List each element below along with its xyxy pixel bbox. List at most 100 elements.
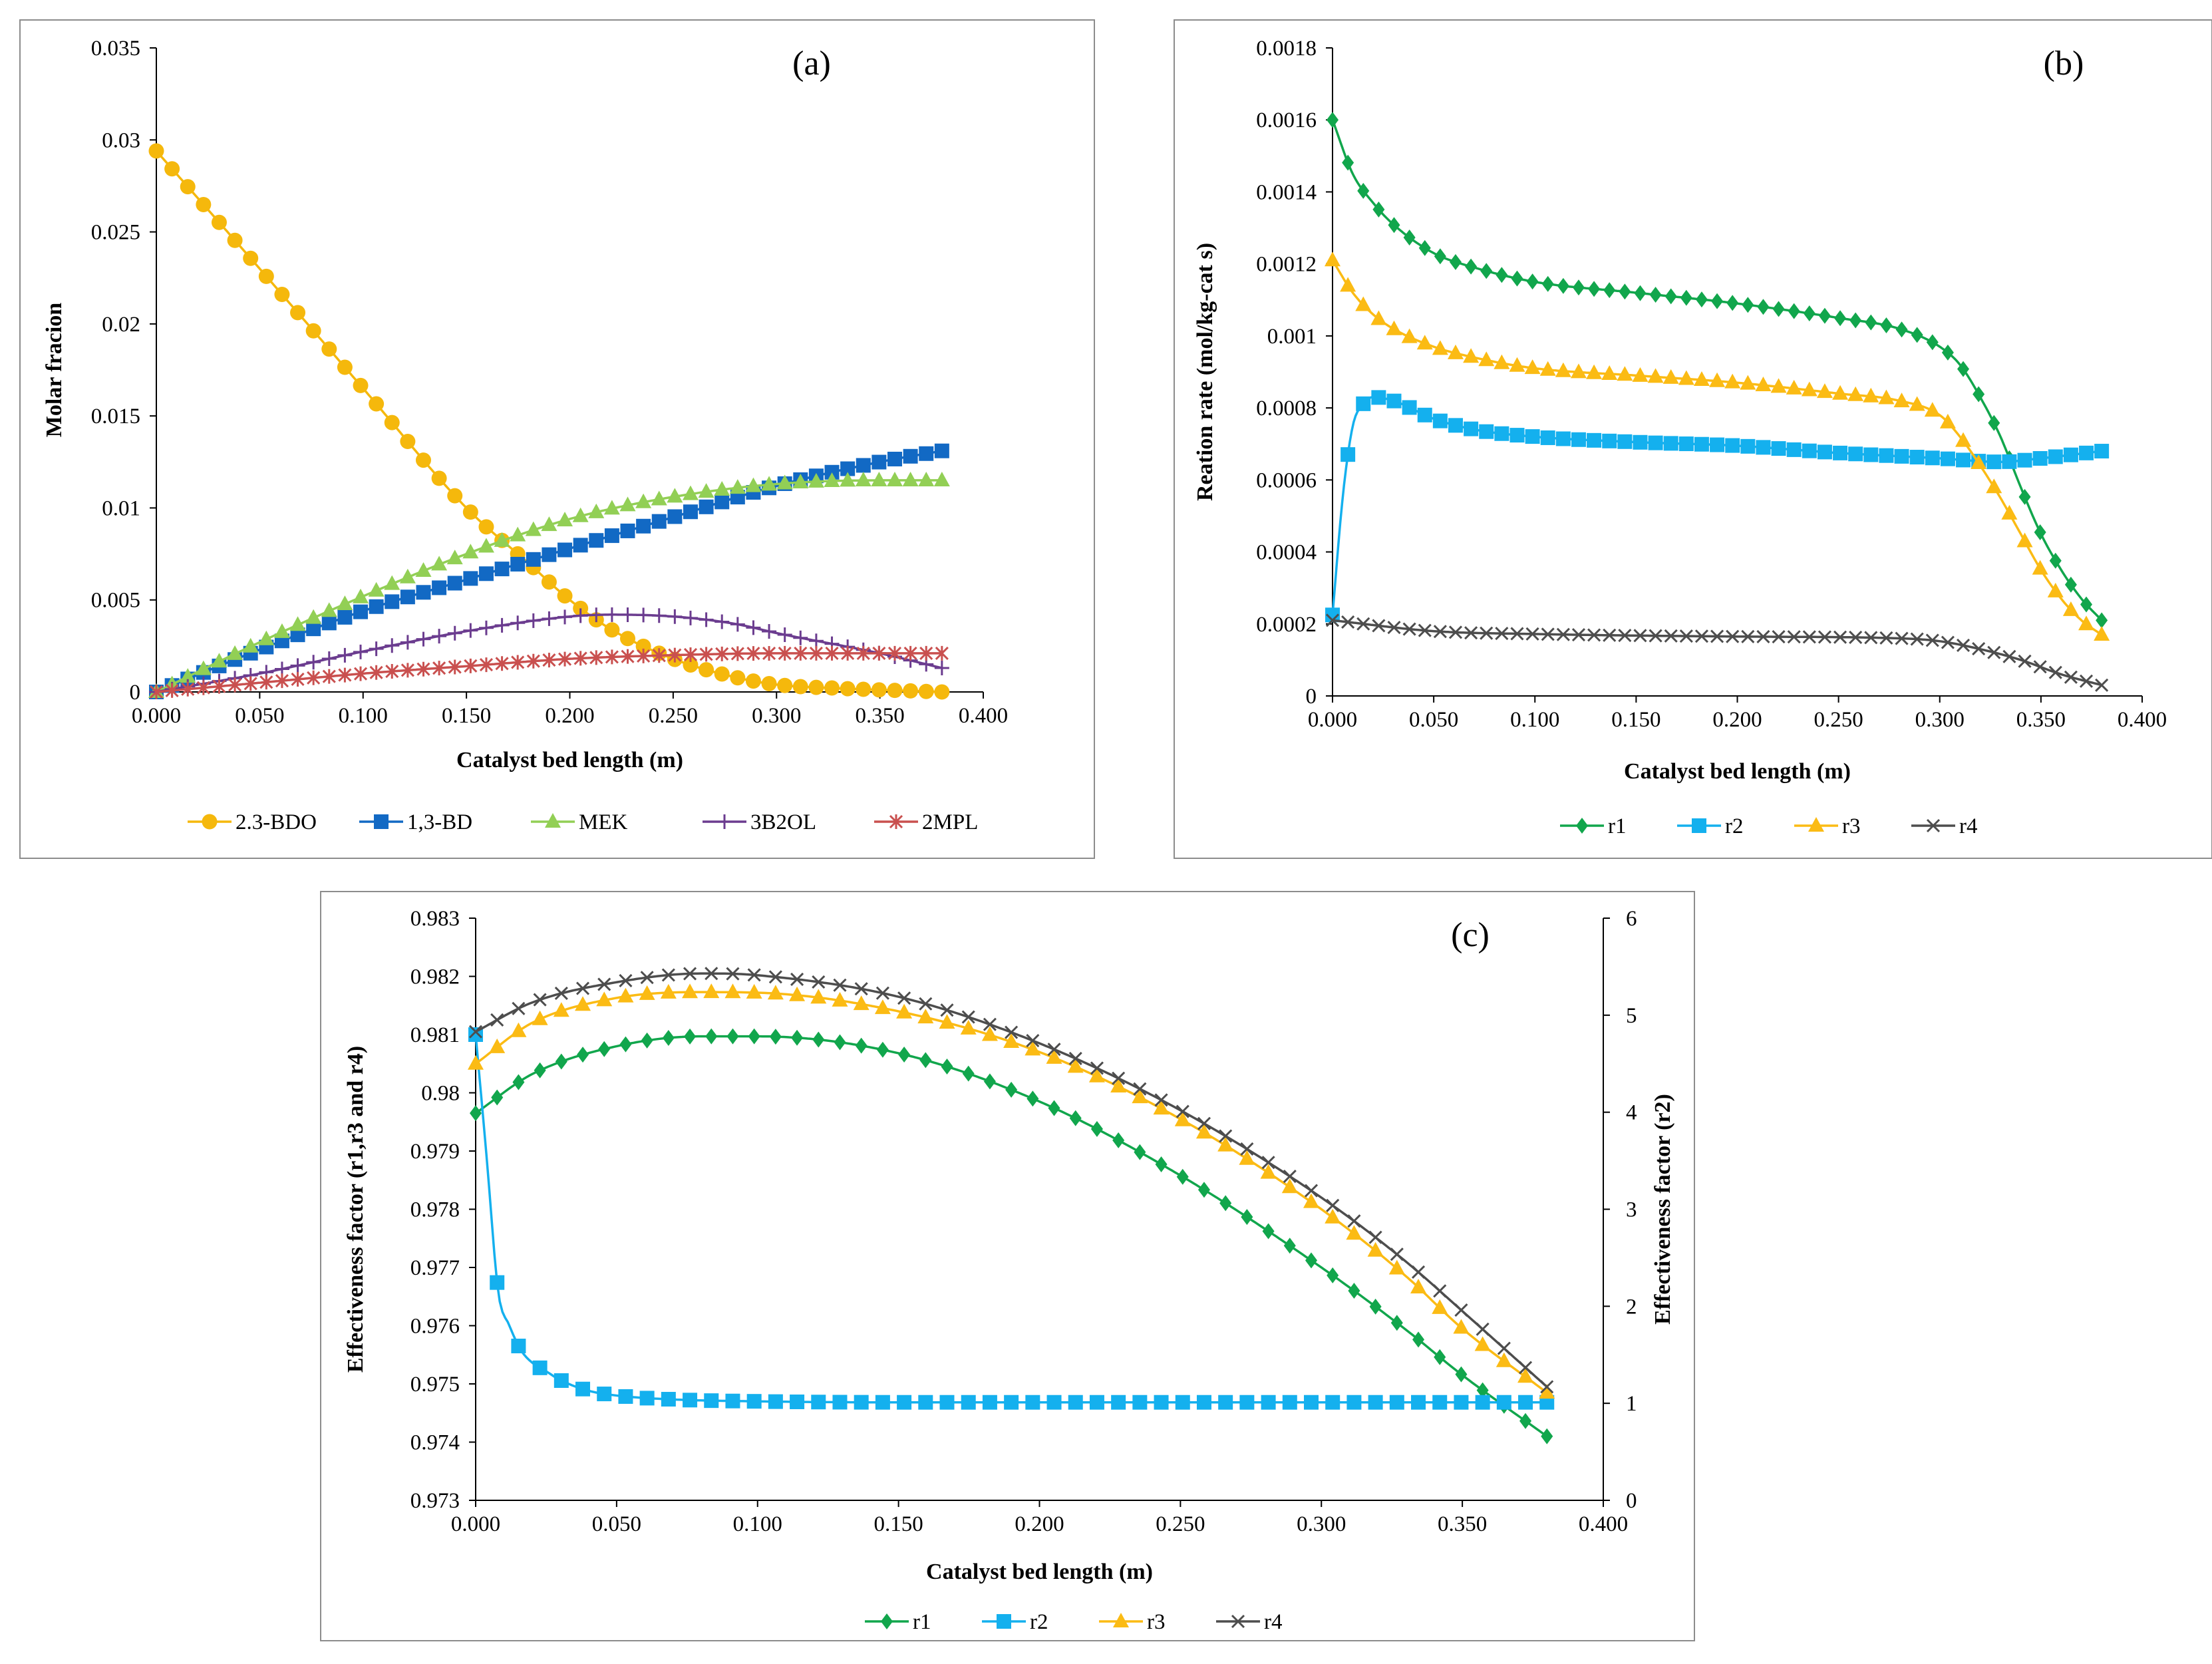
data-point [534,1062,546,1079]
data-point [432,629,447,644]
data-point [1847,386,1864,401]
data-point [1261,1156,1275,1170]
data-point [1196,1395,1211,1410]
data-point [1988,415,2000,431]
x-tick-label: 0.200 [1015,1512,1064,1536]
data-point [1048,1100,1060,1116]
data-point [1154,1093,1168,1107]
data-point [856,645,870,661]
data-point [1587,432,1602,448]
data-point [1390,1248,1404,1261]
data-point [1710,437,1725,452]
data-point [919,645,933,661]
data-point [2016,532,2033,548]
data-point [2048,665,2062,679]
data-point [746,646,760,661]
data-point [1526,273,1539,290]
data-point [1356,396,1371,411]
data-point [575,996,591,1011]
data-point [1434,1349,1446,1365]
panel-label: (a) [792,45,831,83]
data-point [1664,288,1677,305]
data-point [1025,1041,1041,1056]
data-point [1987,645,2001,659]
data-point [1802,443,1817,458]
data-point [887,451,902,466]
data-point [1448,625,1463,639]
x-tick-label: 0.000 [1308,708,1357,732]
data-point [939,1014,955,1029]
data-point [1367,1242,1384,1257]
data-point [1454,1395,1469,1410]
y-tick-label: 0.976 [410,1315,460,1339]
data-point [1368,1230,1382,1244]
y-tick-label: 0.978 [410,1198,460,1222]
data-point [1617,434,1633,449]
data-point [2034,524,2046,540]
data-point [1817,444,1832,460]
y2-tick-label: 2 [1626,1295,1637,1319]
data-point [478,620,494,635]
data-point [887,683,903,699]
data-point [1539,361,1556,376]
data-point [1326,1198,1340,1212]
data-point [898,1047,911,1063]
data-point [808,633,824,649]
data-point [604,528,619,544]
data-point [385,594,400,609]
data-point [903,448,918,464]
data-point [1174,1111,1191,1126]
data-point [641,1032,653,1049]
data-point [1572,279,1585,296]
data-point [854,1395,869,1410]
data-point [1402,400,1417,415]
data-point [919,1052,932,1069]
data-point [1416,335,1433,350]
data-point [337,609,353,625]
data-point [1519,1413,1532,1429]
y-axis-title: Reation rate (mol/kg-cat s) [1193,243,1217,501]
data-point [195,660,212,675]
data-point [149,685,164,699]
data-point [321,651,337,667]
legend-label: r2 [1725,814,1744,838]
data-point [1803,305,1816,322]
data-point [855,1037,868,1054]
data-point [306,621,321,637]
data-point [1941,344,1954,361]
data-point [2047,582,2064,597]
data-point [1111,1395,1126,1410]
data-point [1004,1395,1019,1410]
data-point [597,1387,612,1402]
data-point [699,499,714,514]
data-point [1955,432,1972,447]
x-tick-label: 0.300 [1297,1512,1346,1536]
data-point [1480,263,1493,279]
panel-frame [320,891,1695,1641]
data-point [1895,321,1908,338]
data-point [541,574,557,590]
y-tick-label: 0.0012 [1256,253,1317,277]
data-point [824,472,840,487]
y-axis-title: Molar fracion [42,303,67,437]
data-point [1833,630,1847,644]
data-point [1956,452,1971,468]
data-point [683,504,698,520]
data-point [1742,297,1754,313]
data-point [1678,370,1694,385]
x-tick-label: 0.200 [1712,708,1762,732]
data-point [510,1022,527,1037]
data-point [462,504,478,520]
data-point [918,1395,933,1410]
data-point [854,982,868,996]
data-point [400,635,415,650]
legend-label: 2.3-BDO [236,810,317,834]
data-point [1555,362,1571,377]
data-point [369,641,384,657]
data-point [1662,369,1679,384]
data-point [918,471,935,486]
data-point [573,538,588,553]
data-point [1587,628,1601,642]
data-point [399,568,416,583]
data-point [1555,431,1571,446]
